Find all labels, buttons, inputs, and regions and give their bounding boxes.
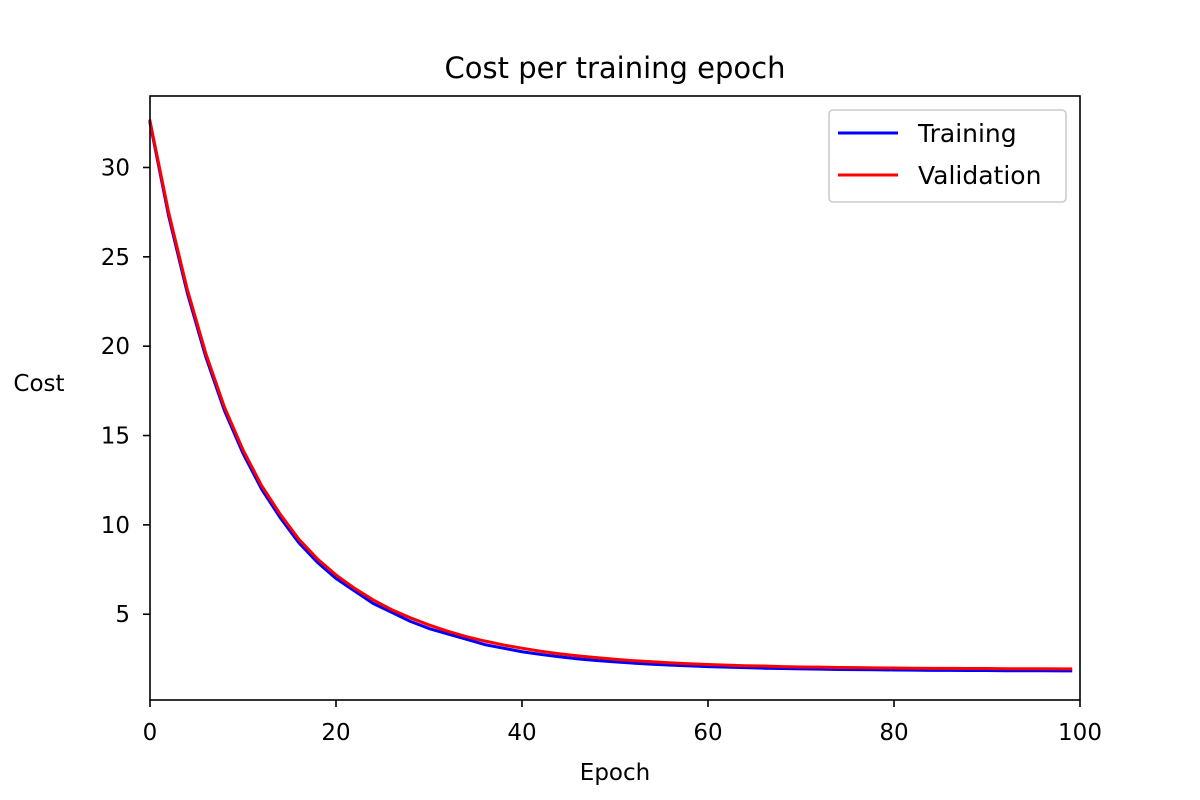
- x-tick-label: 60: [693, 720, 722, 746]
- y-tick-label: 5: [115, 602, 130, 628]
- y-tick-label: 20: [101, 334, 130, 360]
- y-tick-label: 25: [101, 245, 130, 271]
- plot-area: [148, 95, 1081, 701]
- x-tick-label: 80: [879, 720, 908, 746]
- x-tick-label: 100: [1058, 720, 1102, 746]
- y-tick-label: 10: [101, 513, 130, 539]
- series-line-validation: [148, 119, 1073, 671]
- y-tick-label: 30: [101, 155, 130, 181]
- legend-label-validation: Validation: [918, 161, 1041, 190]
- legend: Training Validation: [828, 109, 1067, 203]
- series-line-training: [148, 121, 1073, 673]
- x-tick-label: 0: [143, 720, 158, 746]
- y-tick-label: 15: [101, 424, 130, 450]
- legend-entries: Training Validation: [838, 119, 1041, 190]
- x-axis-ticks: 0 20 40 60 80 100: [143, 700, 1102, 746]
- series-layer: [148, 119, 1073, 673]
- y-axis-label: Cost: [13, 371, 64, 397]
- chart-title: Cost per training epoch: [445, 51, 786, 85]
- x-axis-label: Epoch: [580, 760, 650, 786]
- plot-frame: [149, 95, 1081, 701]
- legend-label-training: Training: [917, 119, 1017, 148]
- x-tick-label: 20: [321, 720, 350, 746]
- x-tick-label: 40: [507, 720, 536, 746]
- y-axis-ticks: 5 10 15 20 25 30: [101, 155, 150, 628]
